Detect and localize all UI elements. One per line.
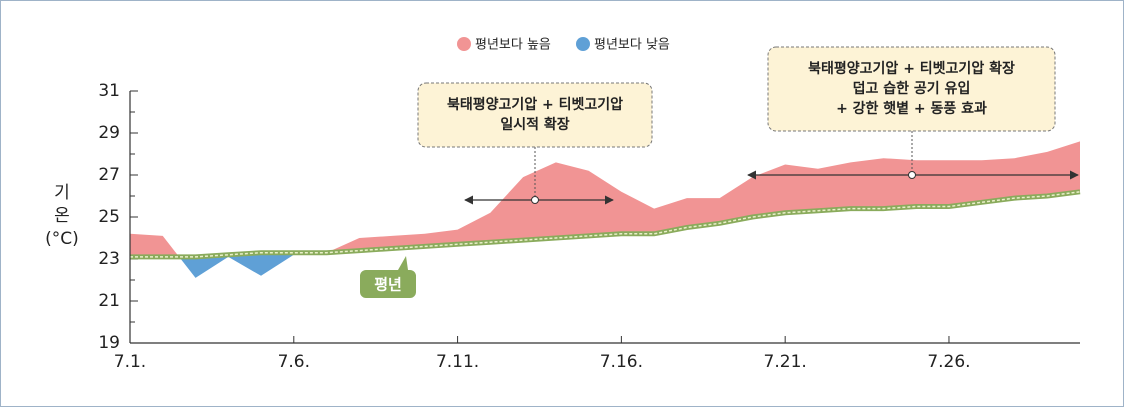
annotation-box: [767, 46, 1056, 132]
normal-badge: [360, 256, 416, 298]
y-axis-label: 기: [54, 183, 70, 203]
legend-label: 평년보다 높음: [475, 38, 551, 53]
y-axis-label: (°C): [45, 229, 79, 249]
x-tick-label: 7.26.: [927, 352, 970, 372]
y-tick-label: 27: [98, 165, 120, 185]
annotation-text: 북태평양고기압 + 티벳고기압: [447, 96, 623, 113]
y-tick-label: 21: [98, 291, 120, 311]
x-tick-label: 7.1.: [114, 352, 146, 372]
legend-swatch: [576, 37, 590, 51]
annotation-text: 일시적 확장: [500, 116, 569, 133]
x-tick-label: 7.11.: [436, 352, 479, 372]
y-tick-label: 23: [98, 249, 120, 269]
annotation-text: 덥고 습한 공기 유입: [853, 80, 971, 97]
y-axis-label: 온: [54, 206, 70, 226]
normal-line-inner: [130, 191, 1081, 258]
annotation-box: [417, 82, 653, 148]
annotation-dot: [908, 171, 916, 179]
y-tick-label: 19: [98, 333, 120, 353]
annotation-dot: [531, 196, 539, 204]
annotation-text: + 강한 햇볕 + 동풍 효과: [836, 100, 987, 117]
normal-badge-label: 평년: [374, 276, 402, 294]
x-tick-label: 7.6.: [278, 352, 310, 372]
y-tick-label: 29: [98, 123, 120, 143]
legend-swatch: [457, 37, 471, 51]
y-tick-label: 25: [98, 207, 120, 227]
x-tick-label: 7.21.: [764, 352, 807, 372]
legend-label: 평년보다 낮음: [594, 38, 670, 53]
y-tick-label: 31: [98, 81, 120, 101]
annotation-text: 북태평양고기압 + 티벳고기압 확장: [808, 60, 1015, 77]
x-tick-label: 7.16.: [600, 352, 643, 372]
